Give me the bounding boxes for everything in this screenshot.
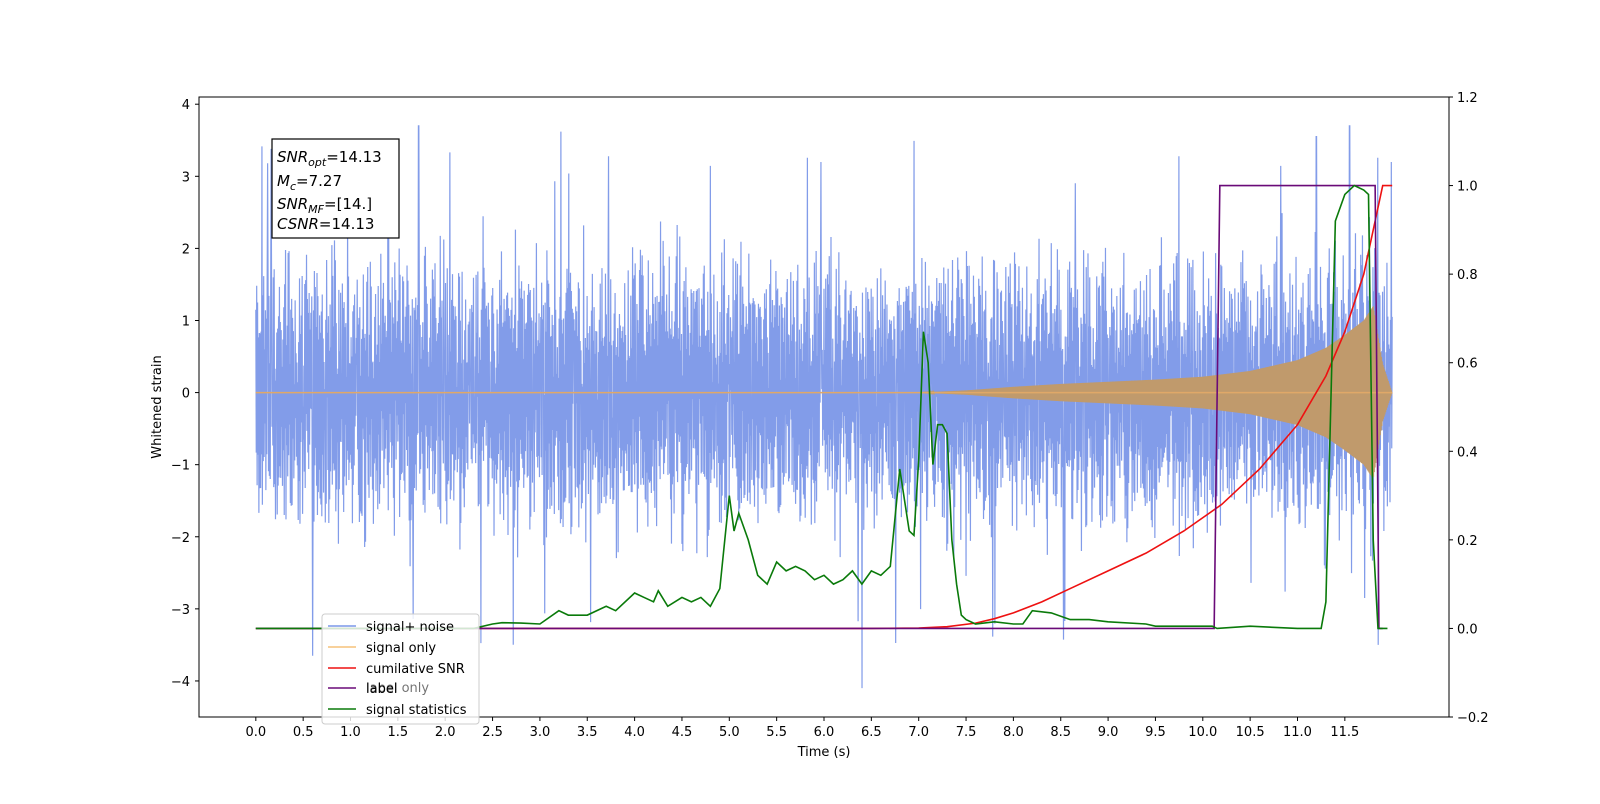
- annotation-snr-opt: SNRopt=14.13: [277, 148, 382, 169]
- x-axis-label: Time (s): [797, 745, 851, 760]
- series-cumulative-snr-line: [255, 184, 1393, 630]
- x-tick-label: 10.5: [1236, 725, 1265, 740]
- y-axis-left: 4 3 2 1 0 −1 −2 −3 −4: [171, 98, 199, 690]
- legend-signal-noise-text: signal+ noise: [366, 620, 454, 635]
- annotation-mc-symbol: M: [277, 172, 290, 190]
- annotation-snr-opt-value: =14.13: [326, 148, 382, 166]
- y-tick-label: 0: [182, 387, 190, 402]
- x-tick-label: 3.5: [577, 725, 598, 740]
- y-axis-label: Whitened strain: [150, 355, 165, 458]
- legend-cumulative-snr-text: cumilative SNR: [366, 662, 465, 677]
- x-tick-label: 9.5: [1145, 725, 1166, 740]
- annotation-chirp-mass: Mc=7.27: [277, 172, 342, 193]
- y2-tick-label: 1.0: [1457, 180, 1478, 195]
- y2-tick-label: 0.0: [1457, 622, 1478, 637]
- y-tick-label: −2: [171, 531, 190, 546]
- y-tick-label: −1: [171, 459, 190, 474]
- x-axis: 0.0 0.5 1.0 1.5 2.0 2.5 3.0 3.5 4.0 4.5 5.0 5.5 6.0 6…: [245, 717, 1359, 740]
- annotation-csnr-value: =14.13: [319, 215, 375, 233]
- annotation-csnr: CSNR=14.13: [277, 215, 374, 233]
- y2-tick-label: 0.6: [1457, 357, 1478, 372]
- annotation-mc-subscript: c: [290, 180, 296, 193]
- y-tick-label: −4: [171, 675, 190, 690]
- x-tick-label: 11.5: [1330, 725, 1359, 740]
- legend-frame: [321, 613, 480, 725]
- x-tick-label: 7.5: [956, 725, 977, 740]
- y2-tick-label: 1.2: [1457, 91, 1478, 106]
- x-tick-label: 0.5: [293, 725, 314, 740]
- annotation-csnr-symbol: CSNR: [277, 215, 319, 233]
- x-tick-label: 9.0: [1098, 725, 1119, 740]
- x-tick-label: 0.0: [245, 725, 266, 740]
- y2-tick-label: 0.4: [1457, 445, 1478, 460]
- legend-label-text: label: [366, 682, 397, 697]
- y-tick-label: 1: [182, 314, 190, 329]
- x-tick-label: 4.0: [624, 725, 645, 740]
- y2-tick-label: 0.2: [1457, 534, 1478, 549]
- plot-area: [255, 125, 1393, 689]
- annotation-snr-opt-symbol: SNR: [277, 148, 308, 166]
- x-tick-label: 7.0: [908, 725, 929, 740]
- legend-signal-only-text: signal only: [366, 641, 436, 656]
- x-tick-label: 1.5: [388, 725, 409, 740]
- x-tick-label: 4.5: [672, 725, 693, 740]
- x-tick-label: 1.0: [340, 725, 361, 740]
- x-tick-label: 5.5: [766, 725, 787, 740]
- annotation-frame: [271, 138, 400, 239]
- y2-tick-label: 0.8: [1457, 268, 1478, 283]
- series-signal-statistics-line: [255, 184, 1388, 630]
- x-tick-label: 8.0: [1003, 725, 1024, 740]
- x-tick-label: 2.0: [435, 725, 456, 740]
- y2-tick-label: −0.2: [1457, 711, 1489, 726]
- legend-label-only-text: label only: [366, 681, 429, 696]
- stats-annotation-box: SNRopt=14.13 Mc=7.27 SNRMF=[14.] CSNR=14…: [271, 138, 400, 239]
- x-tick-label: 2.5: [482, 725, 503, 740]
- x-tick-label: 5.0: [719, 725, 740, 740]
- x-tick-label: 11.0: [1283, 725, 1312, 740]
- y-tick-label: 4: [182, 98, 190, 113]
- x-tick-label: 6.0: [814, 725, 835, 740]
- annotation-mc-value: =7.27: [296, 172, 342, 190]
- legend: label only signal+ noise signal only cum…: [321, 613, 480, 725]
- annotation-snr-opt-subscript: opt: [308, 156, 327, 169]
- y-tick-label: 3: [182, 170, 190, 185]
- x-tick-label: 8.5: [1050, 725, 1071, 740]
- legend-signal-statistics-text: signal statistics: [366, 703, 467, 718]
- y-tick-label: 2: [182, 242, 190, 257]
- y-axis-right: 1.2 1.0 0.8 0.6 0.4 0.2 0.0 −0.2: [1449, 91, 1489, 726]
- annotation-snr-mf-symbol: SNR: [277, 195, 308, 213]
- x-tick-label: 3.0: [530, 725, 551, 740]
- y-tick-label: −3: [171, 603, 190, 618]
- x-tick-label: 6.5: [861, 725, 882, 740]
- annotation-snr-mf: SNRMF=[14.]: [277, 195, 372, 216]
- x-tick-label: 10.0: [1188, 725, 1217, 740]
- annotation-snr-mf-value: =[14.]: [324, 195, 372, 213]
- annotation-snr-mf-subscript: MF: [308, 203, 324, 216]
